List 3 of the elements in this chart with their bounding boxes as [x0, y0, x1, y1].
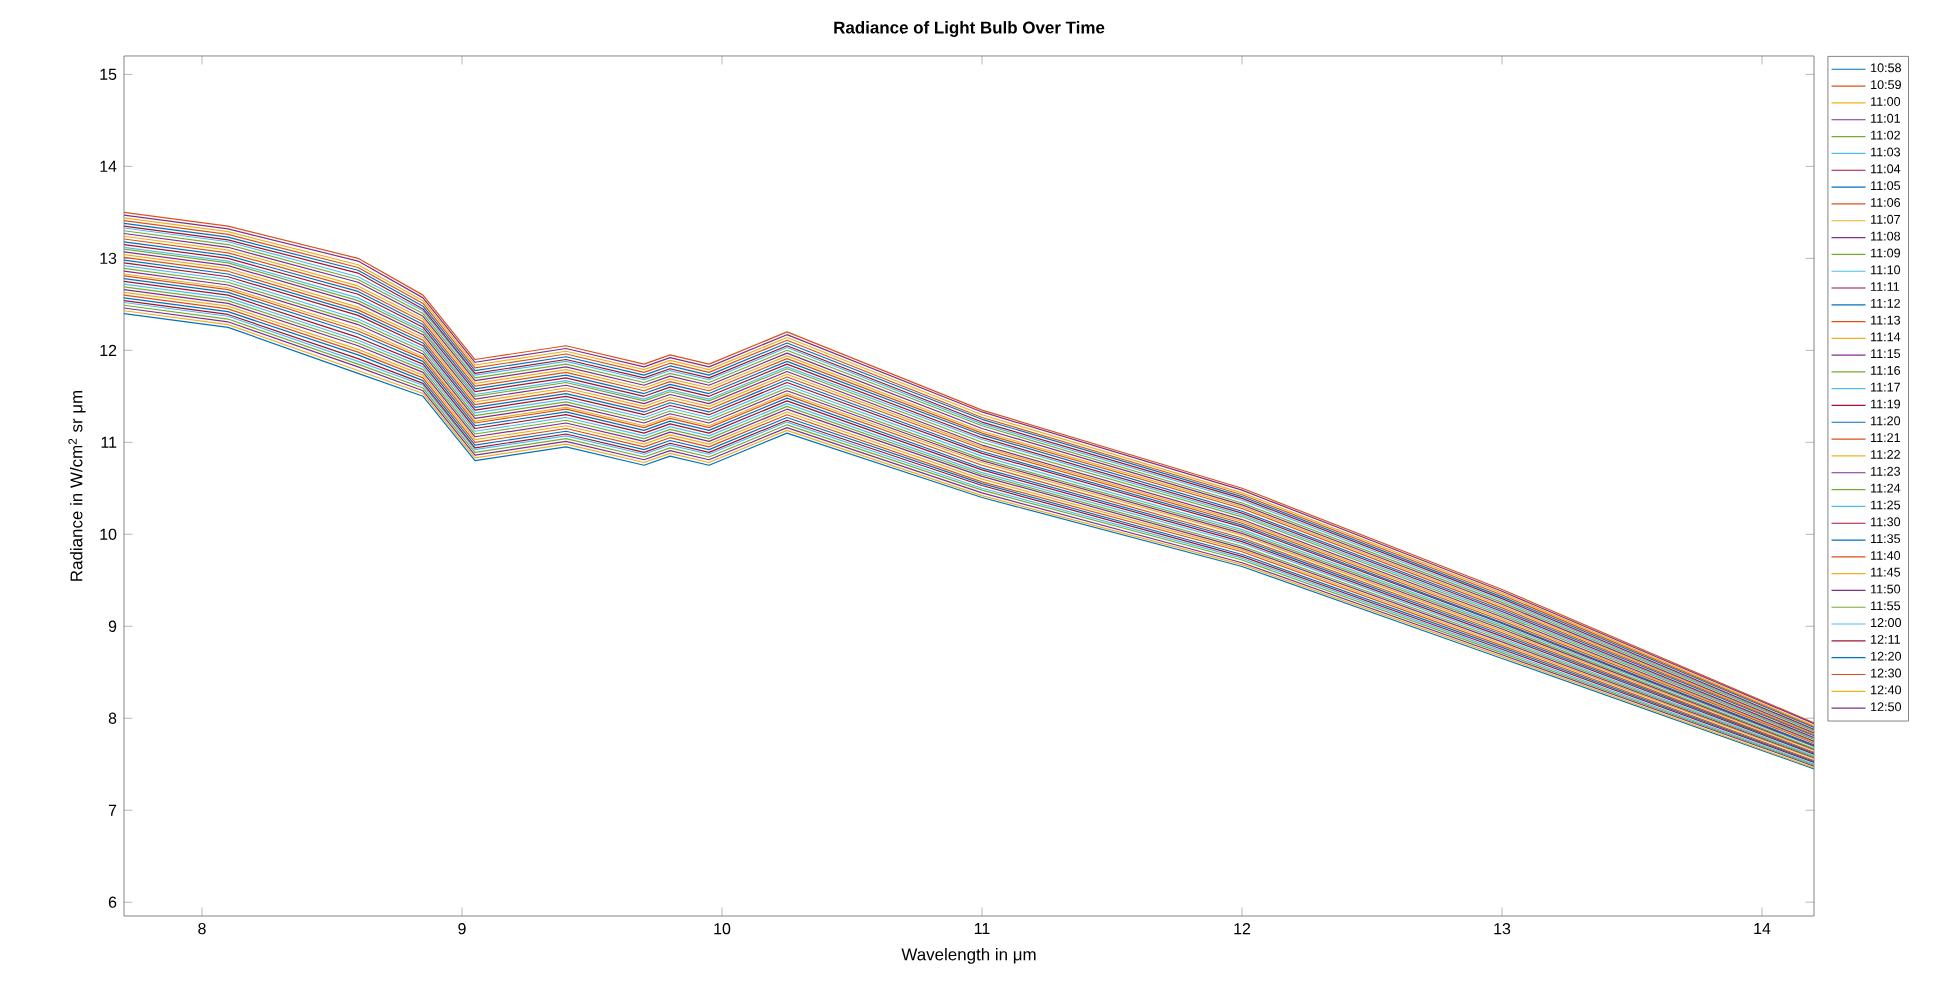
chart-title: Radiance of Light Bulb Over Time [834, 21, 1105, 37]
y-axis-title: Radiance in W/cm$^{2}$ sr μm [68, 390, 86, 581]
x-axis-title: Wavelength in μm [901, 948, 1036, 964]
